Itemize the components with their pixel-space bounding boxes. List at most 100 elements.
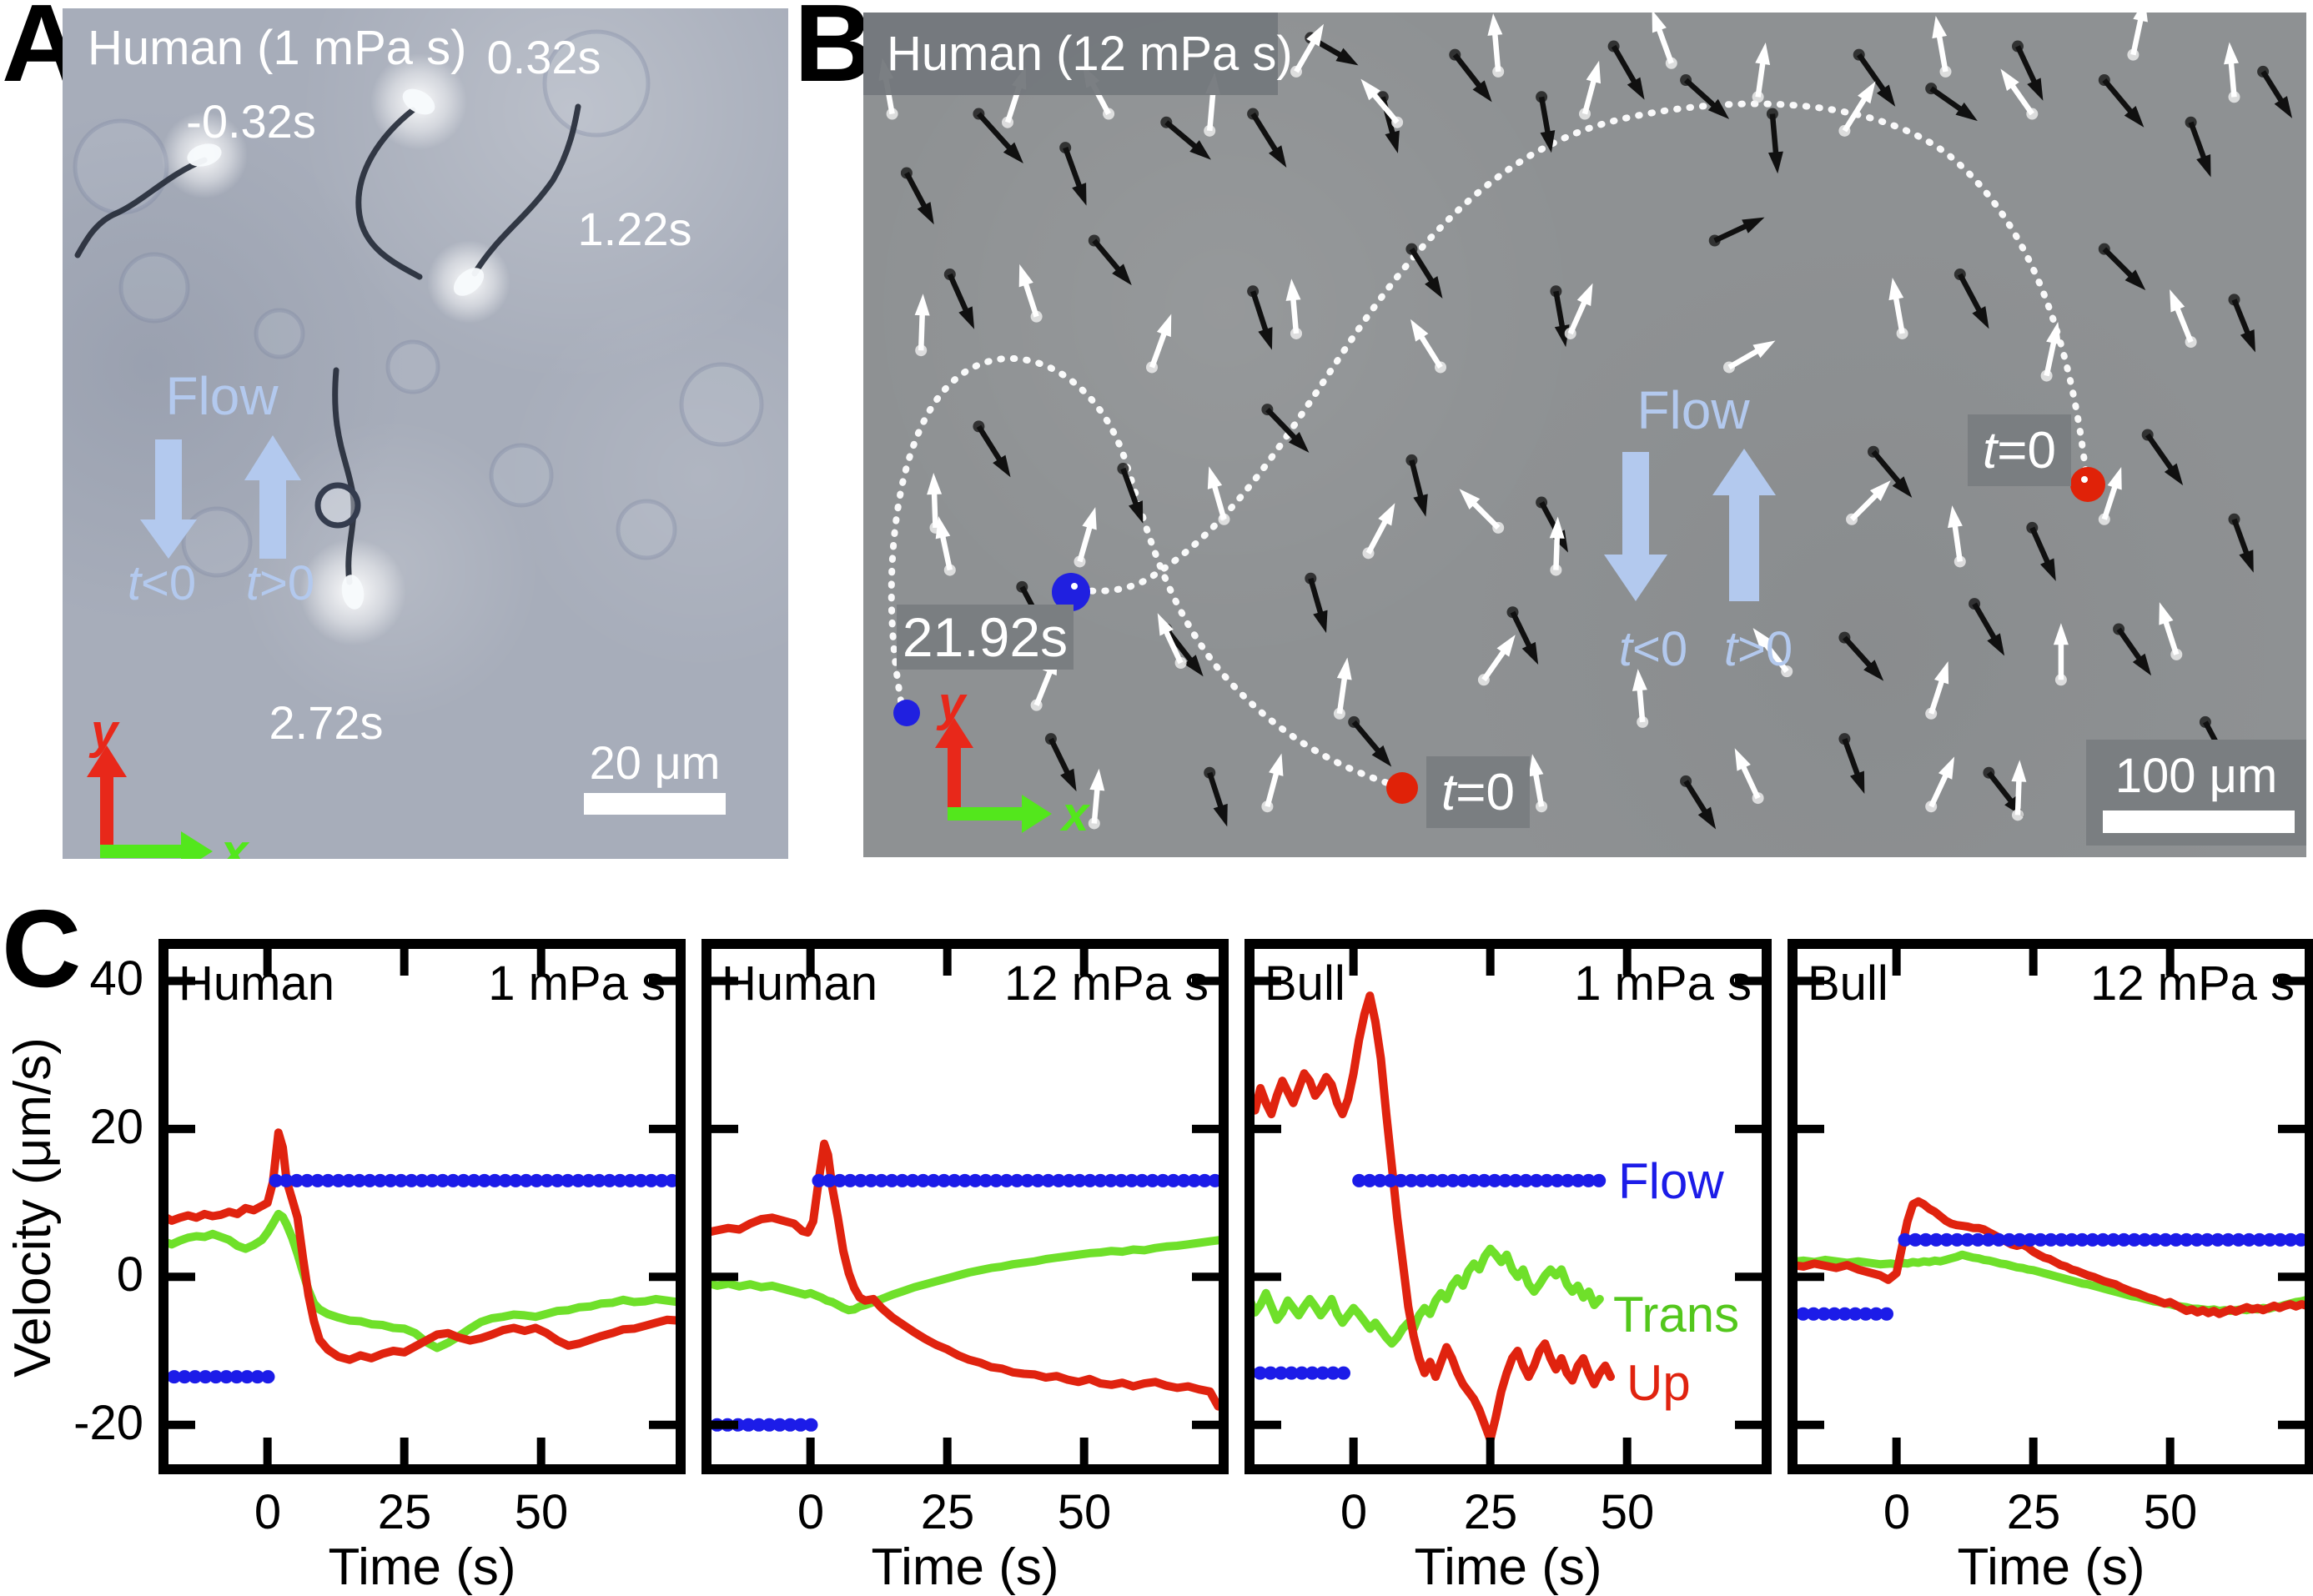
arrowhead-icon (1371, 745, 1392, 767)
flow-up-arrow-icon (1712, 449, 1776, 601)
arrowhead-icon (1360, 78, 1380, 101)
arrowhead-icon (1932, 15, 1948, 39)
arrowhead-icon (2107, 467, 2122, 490)
arrowhead-icon (1938, 756, 1955, 780)
arrowhead-icon (1089, 768, 1105, 791)
legend-flow: Flow (1618, 1153, 1724, 1209)
series-trans (168, 1209, 676, 1353)
arrowhead-icon (1742, 217, 1765, 233)
track-time-label: 21.92s (897, 605, 1074, 670)
flow-up-arrow-icon (244, 435, 301, 559)
arrowhead-icon (1413, 494, 1428, 517)
panel-c-label: C (2, 887, 82, 1010)
arrowhead-icon (1487, 13, 1503, 36)
t0-label-bottom: t =0 (1426, 756, 1530, 828)
x-tick-label: 25 (377, 1485, 432, 1539)
sperm-track-dotted (887, 354, 1405, 790)
arrowhead-icon (1955, 102, 1978, 122)
series-up (1255, 991, 1615, 1444)
arrowhead-icon (917, 202, 934, 225)
arrowhead-icon (1586, 60, 1602, 84)
arrowhead-icon (1268, 145, 1287, 168)
arrowhead-icon (1549, 516, 1565, 539)
plot1-viscosity: 1 mPa s (488, 956, 666, 1011)
plot-frame (1788, 939, 2313, 1474)
plot1-title: Human 1 mPa s (179, 956, 666, 1011)
plot3-xlabel: Time (s) (1414, 1538, 1602, 1596)
panel-c-charts (158, 939, 2313, 1474)
plot3-title: Bull 1 mPa s (1265, 956, 1752, 1011)
arrowhead-icon (1707, 98, 1730, 119)
plot4-species: Bull (1808, 956, 1888, 1011)
plot4-xlabel: Time (s) (1957, 1538, 2145, 1596)
scale-bar (584, 793, 726, 815)
arrowhead-icon (1003, 142, 1023, 164)
arrowhead-icon (1521, 641, 1539, 665)
sperm-tail (471, 103, 581, 277)
t0-marker-red (1386, 772, 1418, 804)
track-end-marker-blue (893, 700, 920, 726)
arrowhead-icon (1869, 480, 1891, 501)
arrowhead-icon (1156, 314, 1172, 338)
x-tick-label: 0 (254, 1485, 282, 1539)
arrowhead-icon (1285, 279, 1301, 301)
arrowhead-icon (2124, 269, 2146, 291)
panel-b-titlebar: Human (12 mPa s) (863, 13, 1293, 95)
arrowhead-icon (2011, 760, 2027, 782)
legend-trans: Trans (1613, 1287, 1740, 1343)
flow-label: Flow (1637, 380, 1750, 440)
arrowhead-icon (2224, 42, 2239, 65)
plot-frame (701, 939, 1229, 1474)
time-label: 1.22s (577, 203, 692, 255)
arrowhead-icon (914, 294, 930, 316)
y-tick-label: 40 (89, 951, 143, 1006)
t-negative-label: t<0 (127, 556, 197, 610)
arrowhead-icon (1335, 48, 1359, 66)
x-tick-label: 25 (920, 1485, 975, 1539)
arrowhead-icon (1987, 633, 2005, 656)
plot4-viscosity: 12 mPa s (2090, 956, 2295, 1011)
arrowhead-icon (2027, 78, 2044, 101)
sperm-head (402, 88, 435, 115)
arrowhead-icon (1863, 660, 1884, 681)
arrowhead-icon (1767, 151, 1783, 174)
flow-down-arrow-icon (1604, 452, 1667, 601)
arrowhead-icon (1269, 753, 1284, 776)
arrowhead-icon (1336, 657, 1352, 680)
arrowhead-icon (1755, 42, 1771, 65)
x-axis-arrowhead-icon (1022, 795, 1052, 833)
x-tick-label: 25 (2006, 1485, 2061, 1539)
x-tick-label: 50 (2143, 1485, 2198, 1539)
y-axis-label: y (91, 705, 118, 759)
t-positive-label: t>0 (245, 556, 315, 610)
x-tick-label: 50 (1057, 1485, 1112, 1539)
sperm-cell-speck (915, 344, 928, 357)
arrowhead-icon (2274, 96, 2293, 118)
time-label: 0.32s (486, 31, 601, 83)
panel-b-micrograph: Human (12 mPa s) Flow t<0 t>0 y x 21.92s… (863, 13, 2306, 857)
arrowhead-icon (1258, 327, 1273, 350)
halo-artifact (542, 29, 651, 138)
arrowhead-icon (1540, 130, 1556, 153)
sperm-tail (355, 107, 423, 280)
marker-highlight (2081, 476, 2088, 483)
arrowhead-icon (1072, 183, 1087, 206)
arrowhead-icon (1018, 263, 1033, 288)
arrowhead-icon (2240, 329, 2255, 353)
arrowhead-icon (1459, 489, 1481, 510)
arrowhead-icon (1306, 23, 1324, 47)
arrowhead-icon (1184, 655, 1204, 677)
y-tick-label: 20 (89, 1100, 143, 1154)
arrowhead-icon (1528, 754, 1544, 777)
series-up (1798, 1197, 2305, 1318)
scale-bar-label: 100 μm (2114, 749, 2278, 803)
arrowhead-icon (2170, 289, 2185, 313)
track-end-marker-blue (1052, 573, 1090, 611)
scale-bar-label: 20 μm (589, 736, 721, 789)
arrowhead-icon (1410, 319, 1429, 342)
t-negative-label: t<0 (1618, 622, 1688, 676)
plot1-xlabel: Time (s) (328, 1538, 516, 1596)
arrowhead-icon (1213, 803, 1228, 827)
plot-series-group (1255, 991, 1615, 1444)
